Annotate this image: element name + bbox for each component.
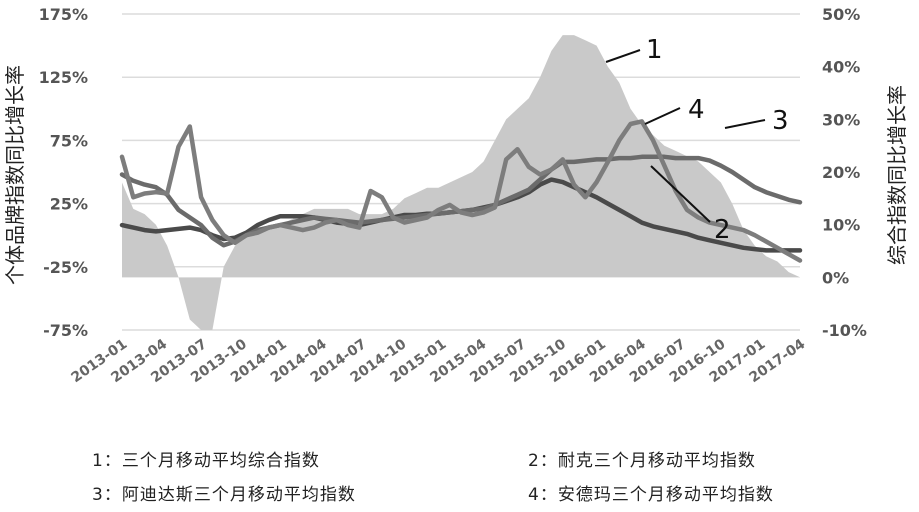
left-tick-label: -25% [43, 258, 88, 277]
annotation-label: 1 [646, 35, 663, 65]
right-tick-label: 20% [822, 163, 860, 182]
annotation-leader [605, 49, 641, 63]
x-axis-ticks: 2013-012013-042013-072013-102014-012014-… [68, 336, 808, 386]
left-tick-label: -75% [43, 321, 88, 340]
right-tick-label: 30% [822, 110, 860, 129]
right-tick-label: -10% [822, 321, 867, 340]
left-tick-label: 125% [39, 68, 88, 87]
right-tick-label: 10% [822, 216, 860, 235]
series-4-line [119, 119, 803, 263]
right-tick-label: 40% [822, 58, 860, 77]
legend-item-3: 3：阿迪达斯三个月移动平均指数 [92, 485, 356, 505]
legend-item-4: 4：安德玛三个月移动平均指数 [528, 485, 774, 505]
chart-canvas: 175% 125% 75% 25% -25% -75% 50% 40% 30% 20% 10% 0%… [3, 5, 909, 386]
legend-item-2: 2：耐克三个月移动平均指数 [528, 451, 756, 471]
annotation-label: 2 [714, 215, 731, 245]
right-tick-label: 0% [822, 268, 849, 287]
left-tick-label: 75% [50, 131, 88, 150]
right-tick-label: 50% [822, 5, 860, 24]
series-lines [119, 119, 803, 263]
annotation-label: 4 [688, 95, 705, 125]
legend-item-1: 1：三个月移动平均综合指数 [92, 451, 320, 471]
left-tick-label: 25% [50, 195, 88, 214]
annotation-label: 3 [772, 106, 789, 136]
annotation-leader [650, 165, 711, 223]
annotation-leader [724, 119, 766, 129]
series-annotations: 1 2 3 4 [605, 35, 789, 245]
left-axis-label: 个体品牌指数同比增长率 [3, 65, 27, 285]
right-axis-label: 综合指数同比增长率 [885, 85, 909, 265]
series-1-area-path [122, 35, 800, 330]
series-1-area [122, 35, 800, 330]
left-axis-ticks: 175% 125% 75% 25% -25% -75% [39, 5, 88, 340]
right-axis-ticks: 50% 40% 30% 20% 10% 0% -10% [822, 5, 867, 340]
annotation-leader [644, 107, 681, 125]
left-tick-label: 175% [39, 5, 88, 24]
